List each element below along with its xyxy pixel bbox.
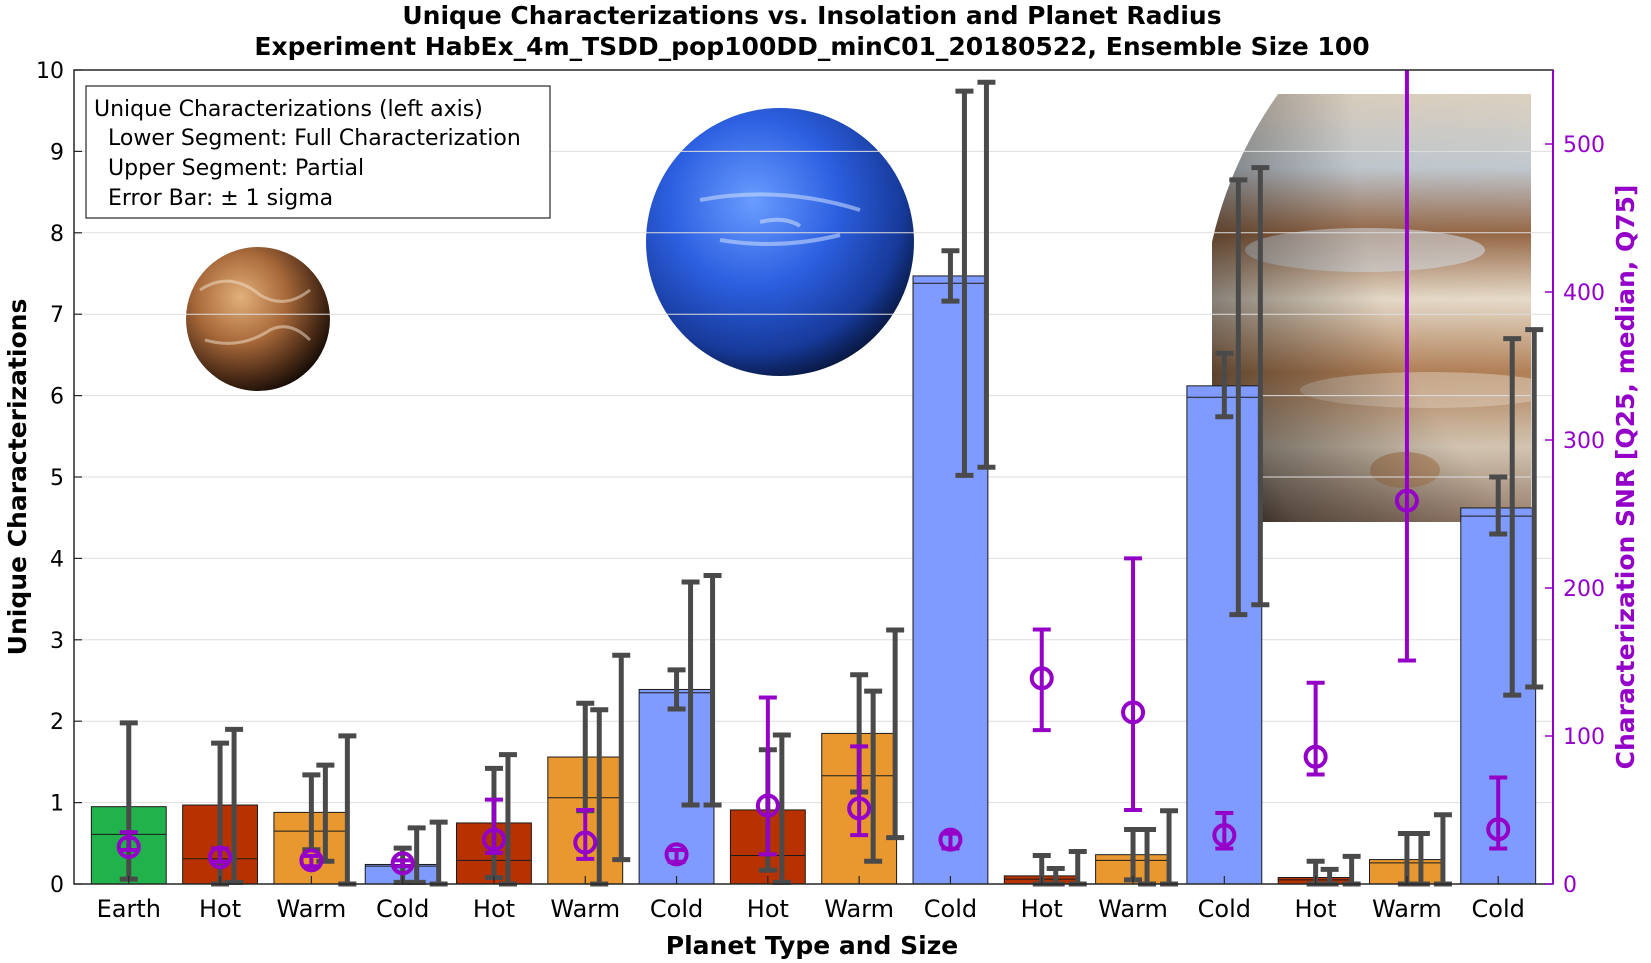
error-bar-extra-9 xyxy=(977,79,996,470)
error-bar-total-8 xyxy=(864,688,883,864)
left-tick-label-6: 6 xyxy=(50,385,64,410)
legend-line-4: Error Bar: ± 1 sigma xyxy=(108,186,333,211)
y-axis-label: Unique Characterizations xyxy=(3,299,32,656)
snr-marker-4 xyxy=(481,797,506,855)
error-bar-full-15 xyxy=(1489,474,1508,537)
error-bar-extra-8 xyxy=(886,627,905,841)
left-tick-label-2: 2 xyxy=(50,710,64,735)
left-tick-label-8: 8 xyxy=(50,222,64,247)
error-bar-full-9 xyxy=(941,248,960,304)
left-tick-label-9: 9 xyxy=(50,140,64,165)
right-tick-label-4: 400 xyxy=(1563,281,1605,306)
x-tick-label-11: Warm xyxy=(1098,895,1168,923)
jupiter-image xyxy=(1212,94,1531,522)
right-tick-label-0: 0 xyxy=(1563,873,1577,898)
y-axis-right-label: Characterization SNR [Q25, median, Q75] xyxy=(1611,185,1640,770)
snr-marker-7 xyxy=(755,695,780,857)
error-bar-total-1 xyxy=(225,726,244,885)
x-tick-label-13: Hot xyxy=(1295,895,1337,923)
left-tick-label-5: 5 xyxy=(50,466,64,491)
left-tick-label-4: 4 xyxy=(50,547,64,572)
snr-marker-0 xyxy=(116,830,141,859)
legend-line-3: Upper Segment: Partial xyxy=(108,156,364,181)
neptune-cloud-bands xyxy=(699,192,861,246)
snr-marker-2 xyxy=(299,848,324,873)
x-tick-label-0: Earth xyxy=(97,895,161,923)
earth-like-cloud-swirls xyxy=(199,279,312,345)
left-axis-ticks: 0 1 2 3 4 5 6 7 8 9 10 xyxy=(36,59,82,898)
bar-12-cold xyxy=(1186,385,1263,885)
x-tick-label-5: Warm xyxy=(550,895,620,923)
legend-box xyxy=(85,85,551,219)
snr-marker-10 xyxy=(1029,627,1054,733)
right-tick-label-2: 200 xyxy=(1563,577,1605,602)
right-tick-label-5: 500 xyxy=(1563,133,1605,158)
right-axis-ticks: 0 100 200 300 400 500 xyxy=(1545,133,1605,898)
left-tick-label-10: 10 xyxy=(36,59,64,84)
x-tick-label-14: Warm xyxy=(1372,895,1442,923)
error-bar-extra-5 xyxy=(612,652,631,863)
left-tick-label-0: 0 xyxy=(50,873,64,898)
x-tick-label-7: Hot xyxy=(747,895,789,923)
category-labels: Earth Hot Warm Cold Hot Warm Cold Hot Warm Cold Ho… xyxy=(97,876,1525,923)
error-bar-total-9 xyxy=(955,88,974,478)
x-tick-label-12: Cold xyxy=(1198,895,1251,923)
snr-marker-8 xyxy=(847,744,872,838)
right-tick-label-1: 100 xyxy=(1563,725,1605,750)
x-tick-label-15: Cold xyxy=(1472,895,1525,923)
snr-marker-6 xyxy=(664,842,689,867)
right-tick-label-3: 300 xyxy=(1563,429,1605,454)
error-bar-full-6 xyxy=(667,667,686,712)
left-tick-label-1: 1 xyxy=(50,792,64,817)
error-bar-total-13 xyxy=(1320,866,1339,887)
x-tick-label-1: Hot xyxy=(199,895,241,923)
error-bar-extra-6 xyxy=(703,572,722,808)
x-tick-label-6: Cold xyxy=(650,895,703,923)
error-bar-total-12 xyxy=(1229,177,1248,618)
error-bar-total-15 xyxy=(1503,336,1522,698)
snr-marker-5 xyxy=(573,808,598,861)
snr-marker-3 xyxy=(390,851,415,876)
error-bar-extra-15 xyxy=(1525,327,1544,690)
error-bar-full-12 xyxy=(1215,350,1234,420)
snr-marker-9 xyxy=(938,827,963,852)
snr-marker-12 xyxy=(1212,810,1237,851)
bar-9-cold xyxy=(912,275,989,885)
snr-marker-13 xyxy=(1303,680,1328,777)
chart-subtitle: Experiment HabEx_4m_TSDD_pop100DD_minC01… xyxy=(254,32,1369,61)
error-bar-total-7 xyxy=(772,732,791,885)
snr-marker-15 xyxy=(1486,775,1511,851)
x-tick-label-8: Warm xyxy=(824,895,894,923)
snr-markers xyxy=(116,70,1511,876)
x-tick-label-2: Warm xyxy=(277,895,347,923)
x-tick-label-9: Cold xyxy=(924,895,977,923)
error-bar-total-6 xyxy=(681,579,700,808)
snr-marker-14 xyxy=(1394,70,1419,663)
x-axis-label: Planet Type and Size xyxy=(666,931,958,960)
x-tick-label-10: Hot xyxy=(1021,895,1063,923)
left-tick-label-7: 7 xyxy=(50,303,64,328)
snr-marker-1 xyxy=(208,845,233,870)
earth-like-planet-image xyxy=(186,247,330,391)
x-tick-label-4: Hot xyxy=(473,895,515,923)
legend-line-1: Unique Characterizations (left axis) xyxy=(94,97,483,122)
x-tick-label-3: Cold xyxy=(376,895,429,923)
error-bar-total-3 xyxy=(407,825,426,885)
legend: Unique Characterizations (left axis) Low… xyxy=(85,85,551,219)
chart-title: Unique Characterizations vs. Insolation … xyxy=(402,1,1221,30)
legend-line-2: Lower Segment: Full Characterization xyxy=(108,126,521,151)
error-bar-extra-12 xyxy=(1251,165,1270,608)
left-tick-label-3: 3 xyxy=(50,629,64,654)
snr-marker-11 xyxy=(1121,556,1146,812)
